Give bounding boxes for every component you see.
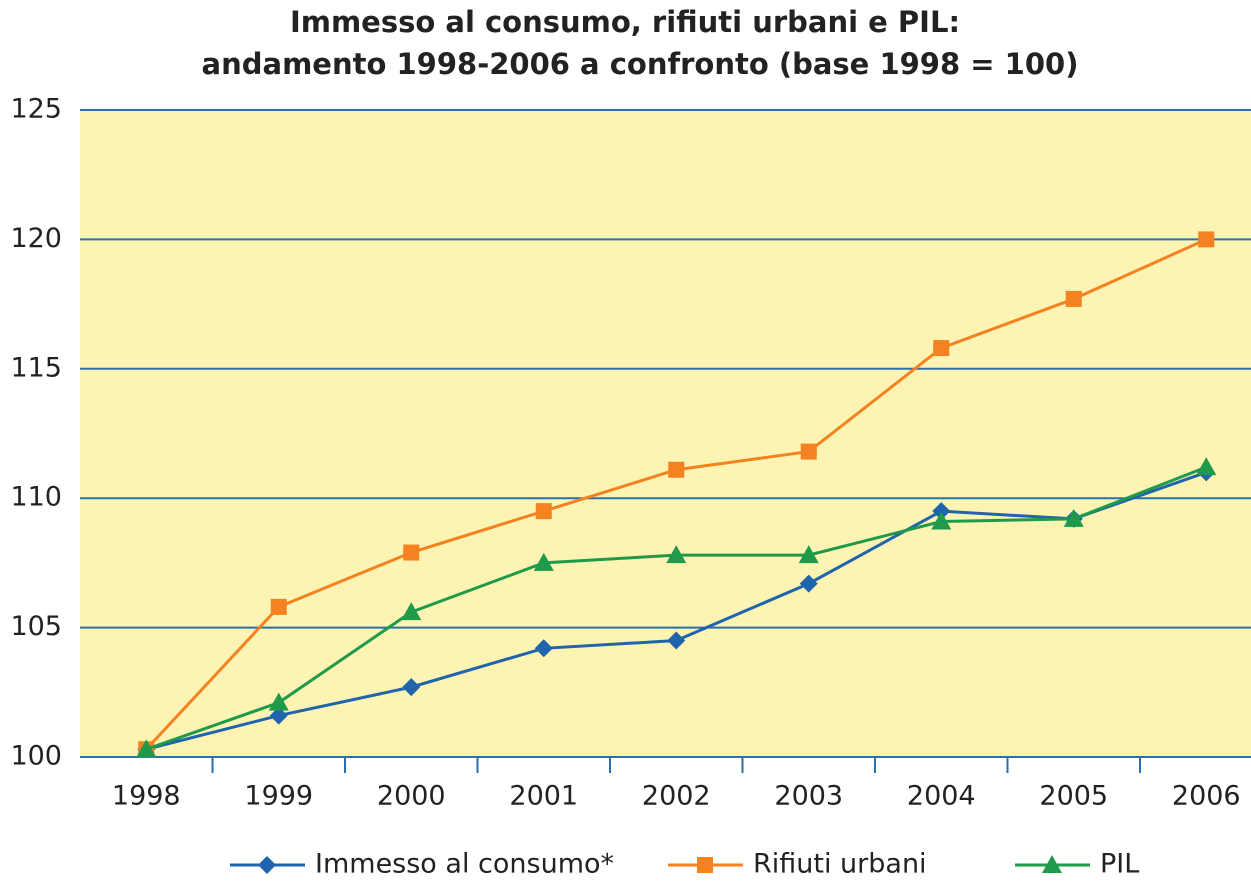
data-point — [1198, 231, 1215, 248]
data-point — [800, 443, 817, 460]
data-point — [1065, 290, 1082, 307]
data-point — [269, 706, 288, 725]
data-point — [533, 552, 554, 571]
legend-label: Immesso al consumo* — [315, 849, 614, 880]
x-tick-label: 2006 — [1172, 781, 1241, 812]
x-tick-label: 2001 — [509, 781, 578, 812]
legend-marker — [1042, 855, 1062, 873]
y-tick-label: 105 — [10, 611, 62, 642]
x-tick-label: 1999 — [244, 781, 313, 812]
legend-marker — [697, 857, 713, 873]
x-tick-label: 2000 — [377, 781, 446, 812]
legend-label: PIL — [1100, 849, 1139, 880]
x-tick-label: 2004 — [907, 781, 976, 812]
data-point — [666, 545, 687, 564]
chart-title: Immesso al consumo, rifiuti urbani e PIL… — [290, 5, 960, 39]
y-tick-label: 110 — [10, 482, 62, 513]
chart-title: andamento 1998-2006 a confronto (base 19… — [202, 47, 1079, 81]
plot-area — [80, 110, 1251, 757]
data-point — [932, 502, 951, 521]
data-point — [402, 678, 421, 697]
data-point — [668, 461, 685, 478]
x-tick-label: 2005 — [1039, 781, 1108, 812]
x-tick-label: 2002 — [642, 781, 711, 812]
data-point — [403, 544, 420, 561]
y-tick-label: 125 — [10, 94, 62, 125]
legend-marker — [258, 856, 276, 874]
x-tick-label: 1998 — [112, 781, 181, 812]
x-tick-label: 2003 — [774, 781, 843, 812]
data-point — [1196, 457, 1217, 476]
data-point — [931, 511, 952, 530]
data-point — [401, 602, 422, 621]
data-point — [270, 598, 287, 615]
data-point — [268, 692, 289, 711]
legend-label: Rifiuti urbani — [753, 849, 927, 880]
y-tick-label: 120 — [10, 223, 62, 254]
y-tick-label: 115 — [10, 352, 62, 383]
data-point — [1063, 508, 1084, 527]
data-point — [534, 639, 553, 658]
data-point — [799, 574, 818, 593]
data-point — [667, 631, 686, 650]
data-point — [798, 545, 819, 564]
data-point — [136, 739, 157, 758]
data-point — [535, 503, 552, 520]
data-point — [933, 340, 950, 357]
y-tick-label: 100 — [10, 741, 62, 772]
